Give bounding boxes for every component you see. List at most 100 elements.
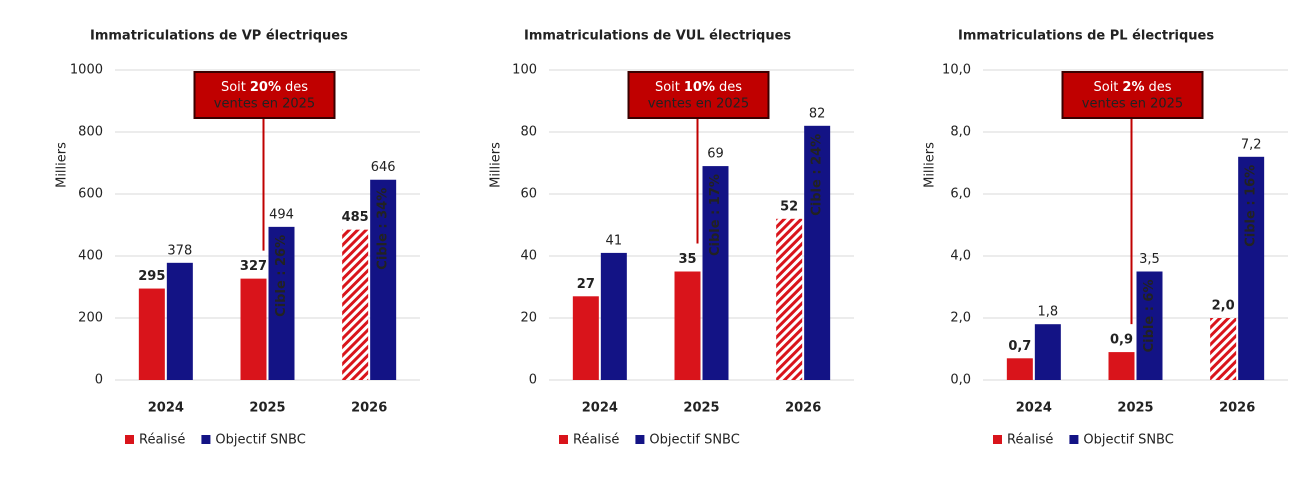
y-tick-label: 20 <box>520 311 537 326</box>
bar <box>1210 318 1237 380</box>
x-tick-label: 2026 <box>1219 401 1255 416</box>
x-tick-label: 2025 <box>1117 401 1153 416</box>
annotation-part: des <box>1148 80 1171 95</box>
bar <box>138 288 165 380</box>
y-tick-label: 4,0 <box>950 249 971 264</box>
x-tick-label: 2025 <box>249 401 285 416</box>
legend-swatch <box>125 435 134 444</box>
annotation-box <box>1061 71 1204 119</box>
annotation-part: des <box>285 80 308 95</box>
value-label: 2,0 <box>1212 299 1235 314</box>
bar <box>1108 352 1135 380</box>
annotation-box <box>193 71 336 119</box>
y-tick-label: 60 <box>520 187 537 202</box>
y-tick-label: 0,0 <box>950 373 971 388</box>
bar <box>572 296 599 380</box>
chart-title: Immatriculations de VP électriques <box>90 29 348 44</box>
value-label: 27 <box>577 277 595 292</box>
annotation-part: 10% <box>684 80 715 95</box>
legend-label: Objectif SNBC <box>649 433 739 448</box>
bar-inner-label: Cible : 24% <box>810 134 825 216</box>
y-axis-label: Milliers <box>489 142 504 188</box>
value-label: 494 <box>269 207 294 222</box>
value-label: 35 <box>678 252 696 267</box>
x-tick-label: 2026 <box>351 401 387 416</box>
value-label: 52 <box>780 199 798 214</box>
annotation-text: ventes en 2025 <box>1082 97 1183 112</box>
y-tick-label: 40 <box>520 249 537 264</box>
annotation-part: des <box>719 80 742 95</box>
value-label: 7,2 <box>1241 137 1262 152</box>
bar-inner-label: Cible : 17% <box>708 174 723 256</box>
bar-inner-label: Cible : 6% <box>1142 280 1157 353</box>
y-tick-label: 800 <box>78 125 103 140</box>
bar <box>370 179 397 380</box>
y-tick-label: 0 <box>529 373 537 388</box>
value-label: 82 <box>809 106 826 121</box>
bar <box>268 226 295 380</box>
annotation-part: 2% <box>1122 80 1144 95</box>
value-label: 646 <box>371 160 396 175</box>
annotation-part: Soit <box>655 80 680 95</box>
x-tick-label: 2026 <box>785 401 821 416</box>
legend-label: Objectif SNBC <box>1083 433 1173 448</box>
bar <box>776 218 803 380</box>
legend-swatch <box>201 435 211 444</box>
legend-swatch <box>993 435 1002 444</box>
legend-label: Réalisé <box>1007 433 1053 448</box>
annotation-text: Soit 20% des <box>221 80 308 95</box>
legend-swatch <box>559 435 568 444</box>
x-tick-label: 2025 <box>683 401 719 416</box>
y-tick-label: 2,0 <box>950 311 971 326</box>
y-tick-label: 8,0 <box>950 125 971 140</box>
value-label: 3,5 <box>1139 252 1160 267</box>
bar <box>674 271 701 380</box>
bar-inner-label: Cible : 34% <box>376 188 391 270</box>
y-tick-label: 80 <box>520 125 537 140</box>
value-label: 0,9 <box>1110 333 1133 348</box>
bar <box>240 278 267 380</box>
value-label: 41 <box>606 233 623 248</box>
value-label: 0,7 <box>1008 339 1031 354</box>
bar <box>600 252 627 380</box>
bar <box>166 262 193 380</box>
value-label: 378 <box>167 243 192 258</box>
legend-swatch <box>635 435 645 444</box>
legend-label: Réalisé <box>573 433 619 448</box>
chart-title: Immatriculations de PL électriques <box>958 29 1214 44</box>
bar <box>1006 358 1033 380</box>
x-tick-label: 2024 <box>148 401 184 416</box>
x-tick-label: 2024 <box>582 401 618 416</box>
annotation-text: Soit 2% des <box>1093 80 1171 95</box>
y-tick-label: 0 <box>95 373 103 388</box>
bar-inner-label: Cible : 16% <box>1244 165 1259 247</box>
value-label: 485 <box>342 210 369 225</box>
value-label: 295 <box>138 269 165 284</box>
y-tick-label: 600 <box>78 187 103 202</box>
bar <box>1034 324 1061 380</box>
y-tick-label: 10,0 <box>942 63 971 78</box>
value-label: 327 <box>240 259 267 274</box>
bar <box>342 229 369 380</box>
annotation-text: ventes en 2025 <box>648 97 749 112</box>
value-label: 69 <box>707 147 724 162</box>
bar <box>804 125 831 380</box>
annotation-part: 20% <box>250 80 281 95</box>
bar <box>702 166 729 380</box>
annotation-box <box>627 71 770 119</box>
value-label: 1,8 <box>1037 305 1058 320</box>
chart-title: Immatriculations de VUL électriques <box>524 29 791 44</box>
x-tick-label: 2024 <box>1016 401 1052 416</box>
y-axis-label: Milliers <box>55 142 70 188</box>
annotation-text: Soit 10% des <box>655 80 742 95</box>
bar <box>1238 156 1265 380</box>
y-tick-label: 200 <box>78 311 103 326</box>
bar-inner-label: Cible : 26% <box>274 235 289 317</box>
legend-swatch <box>1069 435 1079 444</box>
y-axis-label: Milliers <box>923 142 938 188</box>
annotation-part: Soit <box>221 80 246 95</box>
y-tick-label: 400 <box>78 249 103 264</box>
legend-label: Objectif SNBC <box>215 433 305 448</box>
annotation-part: Soit <box>1093 80 1118 95</box>
